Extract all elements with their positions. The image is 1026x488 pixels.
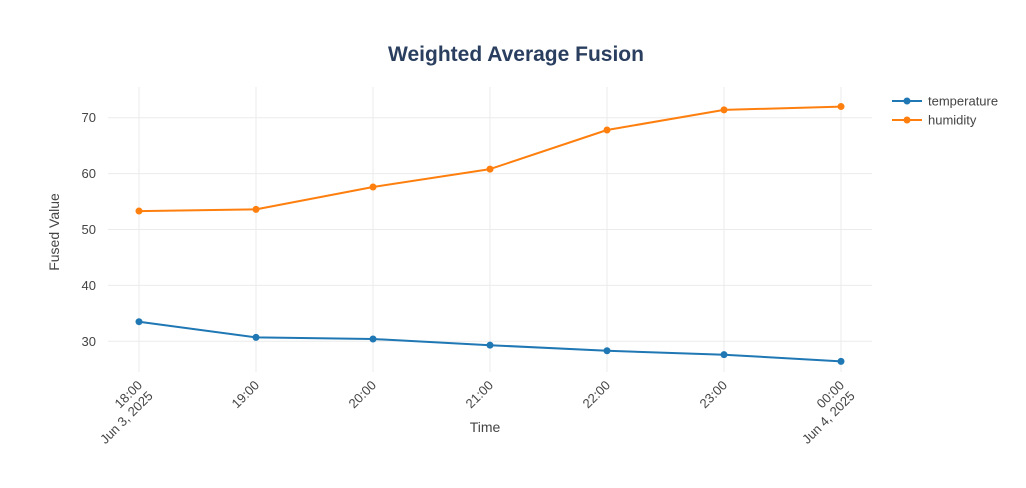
x-tick-label-line: 21:00 bbox=[463, 378, 497, 412]
data-point-temperature[interactable] bbox=[837, 357, 845, 365]
x-tick-label: 18:00Jun 3, 2025 bbox=[86, 378, 155, 447]
x-tick-label: 20:00 bbox=[346, 378, 380, 412]
legend-label: temperature bbox=[928, 94, 998, 109]
data-point-humidity[interactable] bbox=[837, 103, 845, 111]
x-tick-label: 19:00 bbox=[229, 378, 263, 412]
data-point-temperature[interactable] bbox=[252, 333, 260, 341]
gridlines bbox=[108, 87, 872, 372]
legend-swatch-marker bbox=[903, 97, 911, 105]
series-humidity bbox=[135, 103, 845, 215]
data-point-humidity[interactable] bbox=[135, 207, 143, 215]
x-tick-label-line: 19:00 bbox=[229, 378, 263, 412]
chart-title: Weighted Average Fusion bbox=[388, 43, 644, 66]
series-temperature bbox=[135, 318, 845, 365]
legend-item-temperature[interactable]: temperature bbox=[892, 94, 998, 109]
y-tick-label: 60 bbox=[82, 166, 96, 181]
data-point-humidity[interactable] bbox=[486, 165, 494, 173]
x-axis-ticks: 18:00Jun 3, 2025 19:00 20:00 21:00 22:00 23:0… bbox=[86, 378, 858, 447]
data-point-humidity[interactable] bbox=[603, 126, 611, 134]
series-lines bbox=[135, 103, 845, 365]
x-tick-label-line: 23:00 bbox=[697, 378, 731, 412]
legend-swatch-marker bbox=[903, 116, 911, 124]
x-tick-label: 22:00 bbox=[580, 378, 614, 412]
y-tick-label: 70 bbox=[82, 110, 96, 125]
data-point-humidity[interactable] bbox=[252, 205, 260, 213]
x-tick-label: 00:00Jun 4, 2025 bbox=[788, 378, 857, 447]
data-point-temperature[interactable] bbox=[603, 347, 611, 355]
data-point-humidity[interactable] bbox=[720, 106, 728, 114]
x-axis-title: Time bbox=[470, 419, 501, 435]
y-axis-ticks: 30 40 50 60 70 bbox=[82, 110, 96, 349]
data-point-temperature[interactable] bbox=[720, 351, 728, 359]
x-tick-label-line: 20:00 bbox=[346, 378, 380, 412]
y-tick-label: 40 bbox=[82, 278, 96, 293]
y-axis-title: Fused Value bbox=[46, 193, 62, 271]
data-point-temperature[interactable] bbox=[135, 318, 143, 326]
y-tick-label: 50 bbox=[82, 222, 96, 237]
x-tick-label: 23:00 bbox=[697, 378, 731, 412]
y-tick-label: 30 bbox=[82, 334, 96, 349]
legend-item-humidity[interactable]: humidity bbox=[892, 113, 977, 128]
legend[interactable]: temperature humidity bbox=[892, 94, 998, 128]
x-tick-label-line: 22:00 bbox=[580, 378, 614, 412]
x-tick-label: 21:00 bbox=[463, 378, 497, 412]
legend-label: humidity bbox=[928, 113, 977, 128]
data-point-temperature[interactable] bbox=[486, 341, 494, 349]
data-point-temperature[interactable] bbox=[369, 335, 377, 343]
data-point-humidity[interactable] bbox=[369, 183, 377, 191]
